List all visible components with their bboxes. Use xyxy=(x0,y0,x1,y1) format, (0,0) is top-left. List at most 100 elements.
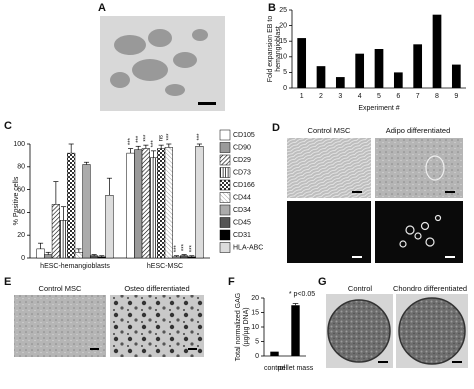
panel-g-images xyxy=(326,294,468,368)
y-tick-label: 15 xyxy=(251,309,259,316)
x-tick-label: 1 xyxy=(300,93,304,100)
bar xyxy=(432,14,442,88)
bar xyxy=(134,149,143,259)
panel-label: C xyxy=(4,120,12,132)
bar xyxy=(105,195,114,259)
panel-d-images xyxy=(287,138,463,263)
y-tick-label: 40 xyxy=(17,209,25,216)
legend-swatch xyxy=(219,154,231,166)
x-tick-label: pellet mass xyxy=(278,365,314,372)
bar xyxy=(335,77,345,88)
significance: *** xyxy=(174,245,180,253)
bar xyxy=(82,164,91,259)
bar xyxy=(451,64,461,88)
y-tick-label: 0 xyxy=(21,255,25,262)
bar xyxy=(149,157,158,259)
legend-label: HLA-ABC xyxy=(233,244,263,251)
y-tick-label: 5 xyxy=(283,69,287,76)
bar xyxy=(180,255,189,259)
significance: *** xyxy=(189,245,195,253)
significance: *** xyxy=(166,133,172,141)
y-axis-label: (µg/µg DNA) xyxy=(243,307,250,346)
bar xyxy=(74,252,83,259)
y-axis-label: Fold expansion EB to xyxy=(267,16,274,83)
bar xyxy=(141,148,150,259)
x-tick-label: 7 xyxy=(416,93,420,100)
panel-label: F xyxy=(228,276,235,288)
bar xyxy=(51,204,60,259)
legend-label: CD90 xyxy=(233,144,251,151)
legend-swatch xyxy=(219,204,231,216)
y-tick-label: 10 xyxy=(279,54,287,61)
significance: *** xyxy=(197,133,203,141)
panel-label: G xyxy=(318,276,327,288)
bar xyxy=(413,44,423,88)
caption: Adipo differentiated xyxy=(386,126,451,135)
x-tick-label: 9 xyxy=(454,93,458,100)
x-tick-label: 5 xyxy=(377,93,381,100)
legend-label: CD73 xyxy=(233,169,251,176)
bar xyxy=(97,256,106,259)
bar xyxy=(393,72,403,88)
legend-label: CD105 xyxy=(233,132,255,139)
caption: Chondro differentiated xyxy=(393,284,467,293)
y-tick-label: 10 xyxy=(251,324,259,331)
x-tick-label: 2 xyxy=(319,93,323,100)
significance: *** xyxy=(136,135,142,143)
legend-label: CD31 xyxy=(233,232,251,239)
x-tick-label: 6 xyxy=(396,93,400,100)
bar xyxy=(126,152,135,259)
legend-swatch xyxy=(219,167,231,178)
x-tick-label: hESC-MSC xyxy=(147,263,183,270)
x-tick-label: control xyxy=(264,365,285,372)
y-axis-label: % Positive cells xyxy=(13,176,20,225)
bar xyxy=(59,220,68,259)
panel-e-images xyxy=(14,295,204,357)
legend-swatch xyxy=(219,217,231,228)
legend-swatch xyxy=(219,129,231,141)
y-tick-label: 25 xyxy=(279,7,287,14)
y-tick-label: 15 xyxy=(279,38,287,45)
legend-swatch xyxy=(219,192,231,203)
legend-swatch xyxy=(219,142,231,153)
panel-label: D xyxy=(272,122,280,134)
legend-swatch xyxy=(219,229,231,241)
bar xyxy=(44,254,53,259)
caption: Control xyxy=(348,284,373,293)
y-axis-label: Total normalized GAG xyxy=(235,293,242,361)
x-tick-label: 3 xyxy=(338,93,342,100)
y-tick-label: 20 xyxy=(279,22,287,29)
bar xyxy=(36,248,45,259)
panel-a-image xyxy=(100,16,225,111)
x-tick-label: hESC-hemangioblasts xyxy=(40,263,110,270)
bar xyxy=(355,53,365,88)
y-tick-label: 20 xyxy=(17,232,25,239)
bar xyxy=(316,66,326,88)
bar xyxy=(67,152,76,259)
bar xyxy=(157,148,166,259)
bar xyxy=(187,256,196,259)
bar xyxy=(291,305,300,356)
panel-label: E xyxy=(4,276,11,288)
y-tick-label: 0 xyxy=(283,85,287,92)
legend-swatch xyxy=(219,179,231,191)
x-axis-label: Experiment # xyxy=(358,105,399,112)
bar xyxy=(297,38,307,88)
panel-label: A xyxy=(98,2,106,14)
y-tick-label: 100 xyxy=(13,141,25,148)
bar xyxy=(270,351,279,356)
caption: Control MSC xyxy=(308,126,352,135)
caption: Osteo differentiated xyxy=(124,284,189,293)
significance: *** xyxy=(128,137,134,145)
bar xyxy=(172,256,181,259)
bar xyxy=(164,147,173,259)
legend-label: CD44 xyxy=(233,194,251,201)
legend-swatch xyxy=(219,242,231,253)
significance: *** xyxy=(143,134,149,142)
y-tick-label: 0 xyxy=(255,353,259,360)
x-tick-label: 8 xyxy=(435,93,439,100)
legend-label: CD166 xyxy=(233,182,255,189)
bar xyxy=(374,49,384,88)
legend-label: CD29 xyxy=(233,157,251,164)
bar xyxy=(195,146,204,259)
